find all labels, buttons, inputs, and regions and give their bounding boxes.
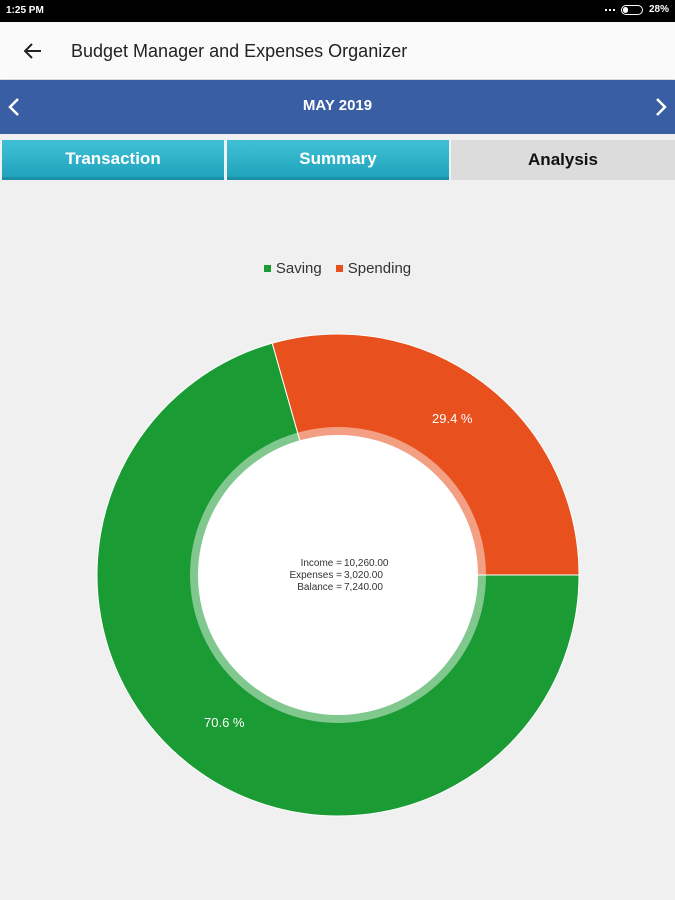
previous-month-button[interactable] (0, 92, 28, 122)
balance-value: 7,240.00 (344, 582, 383, 593)
month-navigator: MAY 2019 (0, 80, 675, 134)
tab-summary[interactable]: Summary (227, 140, 449, 180)
expenses-key: Expenses = (289, 570, 342, 581)
income-key: Income = (300, 558, 342, 569)
app-title: Budget Manager and Expenses Organizer (71, 41, 408, 61)
chevron-right-icon (656, 98, 667, 116)
battery-icon (620, 4, 643, 15)
donut-hole (198, 435, 478, 715)
notification-dots-icon (604, 8, 615, 11)
status-time: 1:25 PM (6, 5, 44, 16)
battery-percent: 28% (648, 4, 669, 15)
center-row-income: Income = 10,260.00 (238, 558, 438, 570)
status-bar: 1:25 PM 28% (0, 0, 675, 22)
expenses-value: 3,020.00 (344, 570, 383, 581)
legend-item-saving: Saving (263, 260, 322, 277)
next-month-button[interactable] (647, 92, 675, 122)
legend-swatch-saving (263, 265, 271, 272)
income-value: 10,260.00 (344, 558, 389, 569)
back-button[interactable] (18, 36, 48, 66)
slice-label-saving: 70.6 % (204, 715, 245, 730)
chevron-left-icon (8, 98, 19, 116)
legend-item-spending: Spending (335, 260, 412, 277)
arrow-left-icon (24, 43, 41, 59)
slice-label-spending: 29.4 % (432, 411, 473, 426)
tab-analysis[interactable]: Analysis (451, 140, 675, 180)
legend-label-saving: Saving (275, 260, 322, 277)
month-label: MAY 2019 (302, 97, 373, 114)
center-row-balance: Balance = 7,240.00 (238, 582, 438, 594)
center-row-expenses: Expenses = 3,020.00 (238, 570, 438, 582)
legend-label-spending: Spending (347, 260, 412, 277)
tab-bar: Transaction Summary Analysis (0, 138, 675, 182)
tab-transaction[interactable]: Transaction (2, 140, 224, 180)
balance-key: Balance = (297, 582, 342, 593)
donut-center-summary: Income = 10,260.00 Expenses = 3,020.00 B… (238, 558, 438, 594)
chart-legend: Saving Spending (0, 260, 675, 277)
donut-chart (96, 333, 580, 817)
legend-swatch-spending (335, 265, 343, 272)
app-bar: Budget Manager and Expenses Organizer (0, 22, 675, 79)
